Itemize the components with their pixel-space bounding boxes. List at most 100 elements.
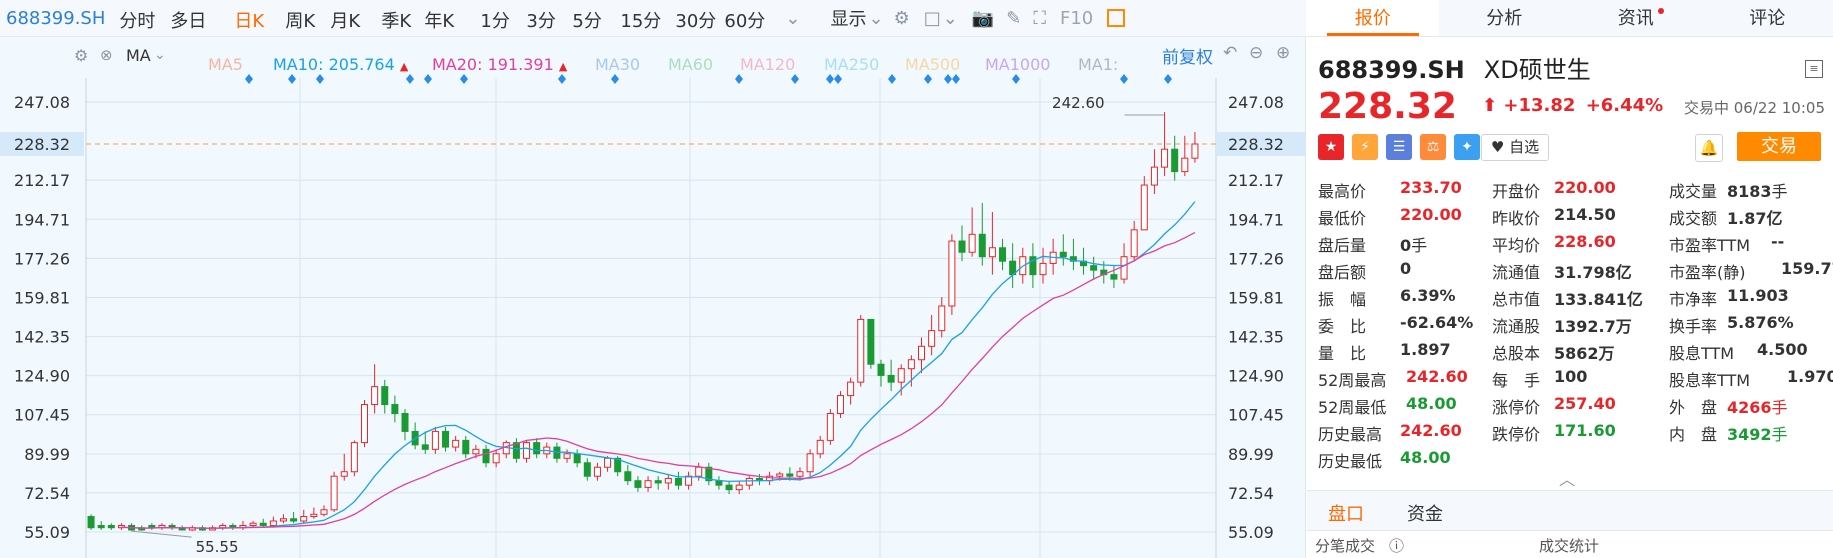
candle-body <box>826 412 834 441</box>
ma-item-7[interactable]: MA500 <box>905 55 961 74</box>
field-value: 133.841亿 <box>1554 290 1643 309</box>
period-0[interactable]: 分时 <box>119 11 156 32</box>
ma-item-1[interactable]: MA10: 205.764 ▲ <box>273 55 409 74</box>
period-6[interactable]: 年K <box>424 11 455 32</box>
candle-body <box>918 345 925 361</box>
undo-icon[interactable]: ↶ <box>1223 43 1238 63</box>
square-icon[interactable]: □ <box>923 7 941 29</box>
pen-icon[interactable]: ✎ <box>1006 7 1022 29</box>
period-4[interactable]: 月K <box>330 11 361 32</box>
candle-body <box>1059 251 1067 258</box>
field-label: 市净率 <box>1669 290 1718 309</box>
period-12[interactable]: 60分 <box>724 11 766 32</box>
field-value: 6.39% <box>1400 286 1456 305</box>
trade-stats-label[interactable]: 成交统计 <box>1539 537 1600 555</box>
ma-item-6[interactable]: MA250 <box>824 55 880 74</box>
ma-item-4[interactable]: MA60 <box>668 55 714 74</box>
period-11[interactable]: 30分 <box>675 11 717 32</box>
period-3[interactable]: 周K <box>285 11 316 32</box>
tab-pankou[interactable]: 盘口 <box>1328 504 1364 525</box>
chevron-down-icon[interactable]: ⌄ <box>785 7 801 29</box>
field-value: 171.60 <box>1554 421 1616 440</box>
period-9[interactable]: 5分 <box>572 11 602 32</box>
candle-body <box>1039 262 1047 276</box>
tick-trades-label[interactable]: 分笔成交 <box>1315 537 1376 555</box>
bell-icon[interactable]: 🔔 <box>1695 134 1723 162</box>
event-marker-icon <box>944 74 952 84</box>
display-menu[interactable]: 显示 <box>830 9 867 30</box>
y-tick-label: 159.81 <box>14 288 70 307</box>
ma10-line <box>121 201 1196 529</box>
sidebar-toggle-icon[interactable] <box>1107 9 1126 27</box>
ma-item-2[interactable]: MA20: 191.391 ▲ <box>432 55 568 74</box>
period-10[interactable]: 15分 <box>620 11 662 32</box>
chevron-down-icon[interactable]: ⌄ <box>942 7 958 29</box>
gear-icon[interactable]: ⚙ <box>74 45 89 65</box>
chevron-down-icon[interactable]: ⌄ <box>154 47 166 63</box>
y-tick-label: 177.26 <box>1228 249 1284 268</box>
camera-icon[interactable]: 📷 <box>971 7 995 29</box>
ma-item-0[interactable]: MA5 <box>208 55 243 74</box>
ma-item-9[interactable]: MA1: <box>1078 55 1119 74</box>
candle-body <box>523 442 531 459</box>
sub-tabs: 盘口 资金 <box>1307 490 1833 530</box>
field-label: 历史最高 <box>1318 425 1383 444</box>
tab-2[interactable]: 资讯 <box>1570 0 1702 36</box>
period-8[interactable]: 3分 <box>526 11 556 32</box>
y-tick-label: 89.99 <box>24 445 70 464</box>
candlestick-chart[interactable]: 247.08 247.08 228.32 228.32 212.17 212.17 194.… <box>0 0 1306 558</box>
gear-icon[interactable]: ⚙ <box>893 7 910 29</box>
candle-body <box>310 513 318 518</box>
period-2[interactable]: 日K <box>234 11 265 32</box>
adjust-mode[interactable]: 前复权 <box>1162 48 1213 68</box>
candle-body <box>715 480 723 486</box>
candle-body <box>431 430 439 450</box>
y-tick-label: 89.99 <box>1228 445 1274 464</box>
candle-body <box>472 448 480 455</box>
field-label: 成交额 <box>1669 209 1718 228</box>
chevron-up-icon[interactable]: ︿ <box>1559 470 1576 489</box>
zoom-in-icon[interactable]: ⊕ <box>1276 43 1291 63</box>
close-icon[interactable]: ⊗ <box>100 46 113 64</box>
ma-item-8[interactable]: MA1000 <box>985 55 1051 74</box>
event-marker-icon <box>952 74 960 84</box>
field-label: 流通值 <box>1492 263 1541 282</box>
trade-status-time: 交易中 06/22 10:05 <box>1684 99 1825 117</box>
y-tick-label: 247.08 <box>1228 93 1284 112</box>
unit: 手 <box>1411 236 1428 255</box>
ma-item-5[interactable]: MA120 <box>740 55 796 74</box>
add-watchlist-button[interactable]: ♥ 自选 <box>1481 134 1549 161</box>
tab-1[interactable]: 分析 <box>1486 8 1523 29</box>
candle-body <box>249 522 257 526</box>
candle-body <box>897 368 905 383</box>
event-marker-icon <box>558 74 566 84</box>
candle-body <box>1171 148 1179 173</box>
chevron-down-icon[interactable]: ⌄ <box>868 7 884 29</box>
candle-body <box>806 453 814 473</box>
period-5[interactable]: 季K <box>381 11 412 32</box>
y-tick-label: 212.17 <box>14 171 70 190</box>
event-marker-icon <box>1120 74 1128 84</box>
candle-body <box>381 386 389 406</box>
event-marker-icon <box>735 74 743 84</box>
period-1[interactable]: 多日 <box>170 11 207 32</box>
field-value: 4.500 <box>1757 340 1808 359</box>
event-marker-icon <box>424 74 432 84</box>
fullscreen-icon[interactable]: ⛶ <box>1033 7 1046 29</box>
tab-zijin[interactable]: 资金 <box>1407 504 1443 525</box>
f10-button[interactable]: F10 <box>1059 7 1094 29</box>
tab-3[interactable]: 评论 <box>1749 8 1786 29</box>
collapse-icon[interactable]: ≡ <box>1805 60 1823 78</box>
candle-body <box>604 457 612 468</box>
help-icon[interactable]: ⓘ <box>1389 537 1405 555</box>
y-tick-label: 159.81 <box>1228 288 1284 307</box>
ma-item-3[interactable]: MA30 <box>595 55 641 74</box>
field-label: 总市值 <box>1492 290 1541 309</box>
trade-button[interactable]: 交易 <box>1737 132 1821 161</box>
zoom-out-icon[interactable]: ⊖ <box>1249 43 1264 63</box>
period-7[interactable]: 1分 <box>480 11 510 32</box>
tab-0[interactable]: 报价 <box>1307 0 1439 36</box>
ma-label[interactable]: MA <box>126 45 151 65</box>
candle-body <box>1120 256 1128 280</box>
field-value: 5.876% <box>1727 313 1794 332</box>
